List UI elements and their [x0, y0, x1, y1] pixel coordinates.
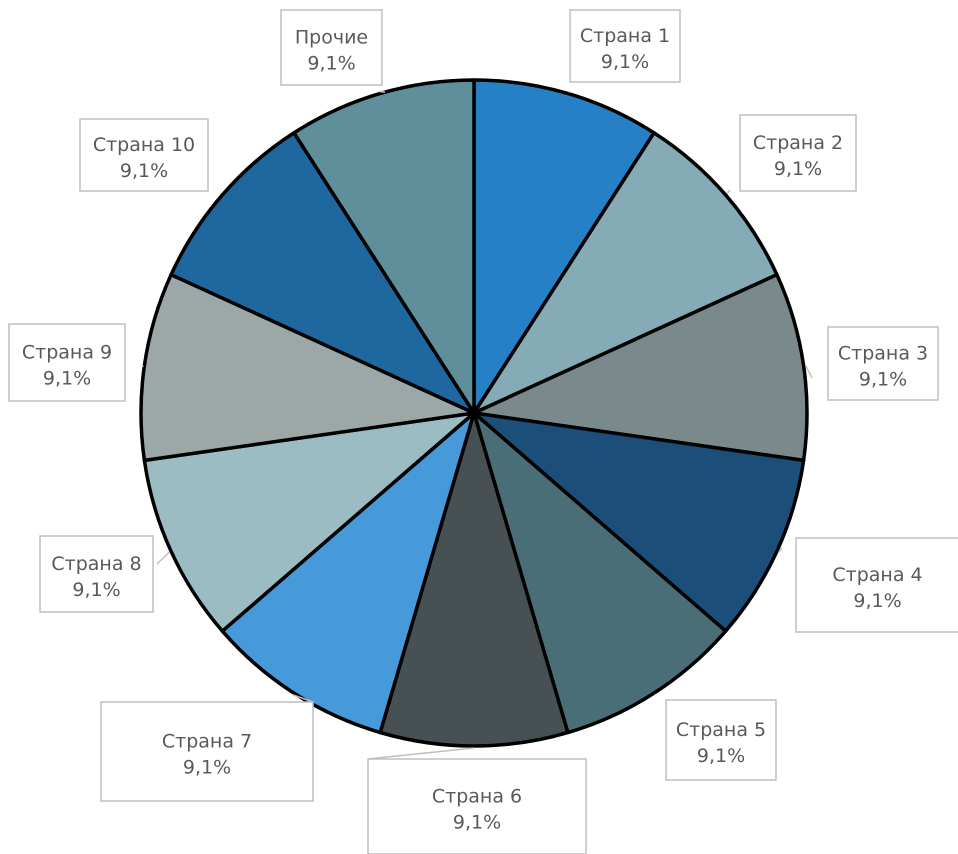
data-label-box: [665, 699, 777, 781]
pie-slice-10: [169, 131, 476, 415]
data-label-box: [39, 535, 154, 613]
data-label-value: 9,1%: [601, 51, 649, 73]
data-label-box: [100, 701, 314, 802]
data-label-box: [569, 9, 681, 83]
pie-slices: [139, 78, 809, 748]
data-label-value: 9,1%: [853, 590, 901, 612]
data-label-3: Страна 3 9,1%: [827, 326, 939, 401]
data-label-category: Страна 6: [432, 786, 522, 808]
data-label-5: Страна 5 9,1%: [665, 699, 777, 781]
pie-slice-2: [472, 131, 779, 415]
data-label-box: [367, 758, 587, 854]
data-label-4: Страна 4 9,1%: [795, 537, 958, 633]
data-label-category: Страна 8: [51, 553, 141, 575]
data-label-value: 9,1%: [72, 579, 120, 601]
data-label-value: 9,1%: [307, 53, 355, 75]
pie-slice-9: [139, 272, 476, 463]
leader-line-8: [156, 551, 170, 565]
data-label-box: [79, 118, 209, 192]
data-label-box: [827, 326, 939, 401]
pie-slice-3: [472, 272, 809, 463]
data-label-box: [739, 114, 857, 192]
data-label-category: Страна 9: [22, 342, 112, 364]
data-label-value: 9,1%: [774, 158, 822, 180]
data-label-1: Страна 1 9,1%: [569, 9, 681, 83]
data-label-value: 9,1%: [697, 745, 745, 767]
leader-line-3: [804, 364, 813, 379]
data-label-box: [280, 9, 383, 86]
data-label-7: Страна 7 9,1%: [100, 701, 314, 802]
data-label-value: 9,1%: [120, 160, 168, 182]
leader-line-4: [778, 547, 783, 553]
data-label-value: 9,1%: [453, 812, 501, 834]
data-label-category: Страна 7: [162, 731, 252, 753]
leader-lines: [141, 90, 813, 760]
pie-slice-7: [220, 411, 476, 735]
pie-slice-1: [472, 78, 656, 415]
leader-line-6: [367, 747, 475, 760]
leader-line-2: [726, 189, 731, 195]
pie-slice-11: [292, 78, 476, 415]
data-label-11: Прочие 9,1%: [280, 9, 383, 86]
data-label-value: 9,1%: [183, 757, 231, 779]
leader-line-9: [141, 365, 144, 368]
data-label-value: 9,1%: [859, 369, 907, 391]
data-label-category: Страна 2: [753, 132, 843, 154]
data-label-box: [8, 323, 126, 402]
data-label-category: Страна 10: [93, 134, 195, 156]
data-label-category: Страна 3: [838, 343, 928, 365]
pie-slice-6: [378, 411, 570, 748]
data-labels: Страна 19,1%Страна 29,1%Страна 39,1%Стра…: [8, 9, 958, 854]
pie-slice-8: [142, 411, 476, 633]
data-label-10: Страна 10 9,1%: [79, 118, 209, 192]
data-label-category: Страна 4: [832, 564, 922, 586]
data-label-8: Страна 8 9,1%: [39, 535, 154, 613]
data-label-9: Страна 9 9,1%: [8, 323, 126, 402]
data-label-value: 9,1%: [43, 368, 91, 390]
data-label-category: Прочие: [295, 27, 368, 49]
data-label-2: Страна 2 9,1%: [739, 114, 857, 192]
pie-slice-5: [472, 411, 728, 735]
data-label-6: Страна 6 9,1%: [367, 758, 587, 854]
data-label-category: Страна 5: [676, 719, 766, 741]
leader-line-7: [292, 694, 314, 703]
leader-line-10: [219, 192, 222, 195]
data-label-box: [795, 537, 958, 633]
data-label-category: Страна 1: [580, 25, 670, 47]
pie-slice-4: [472, 411, 806, 633]
